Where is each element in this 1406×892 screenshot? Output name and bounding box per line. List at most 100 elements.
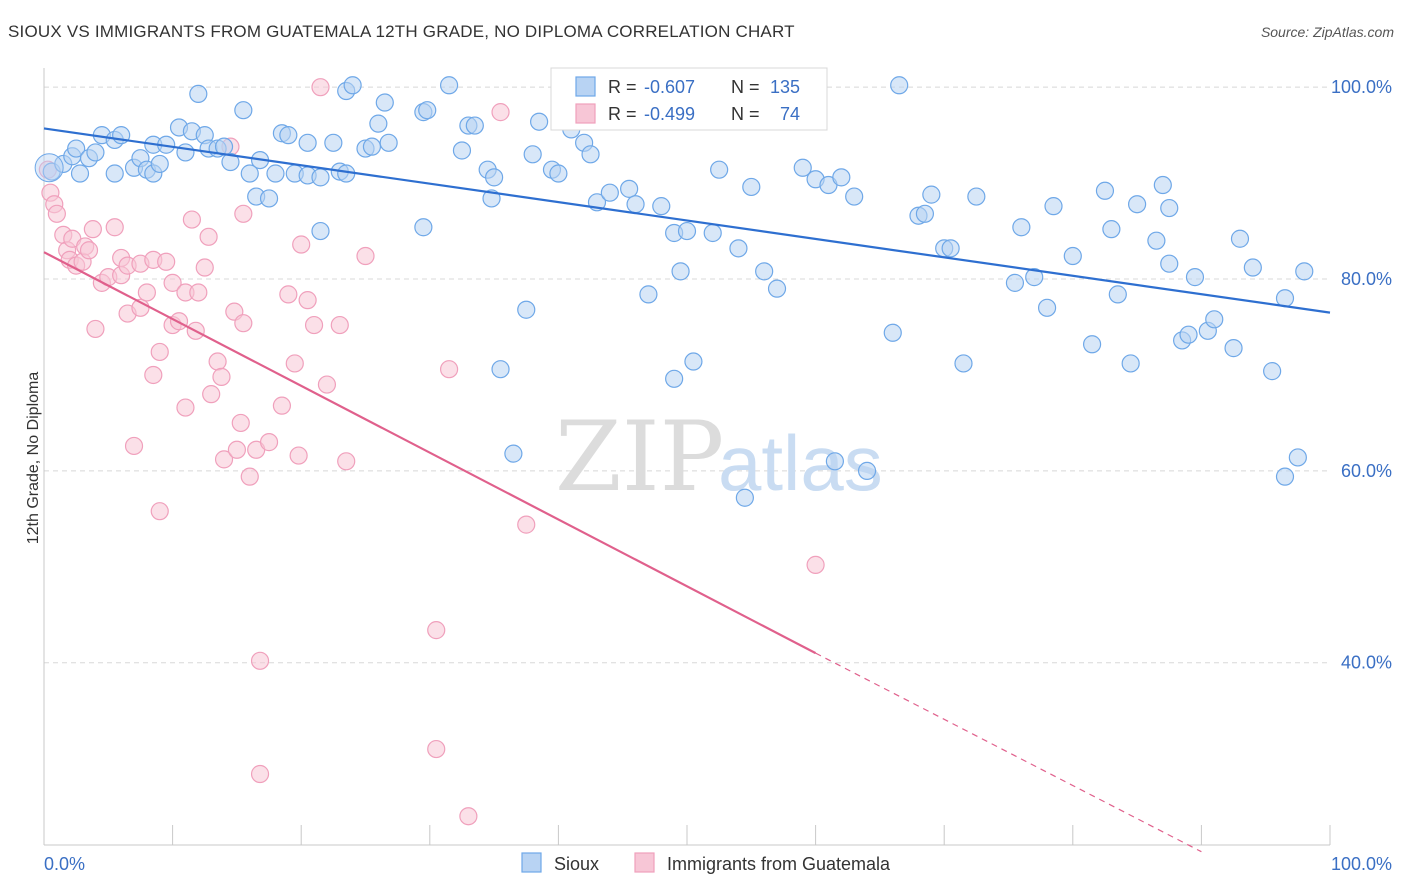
- series-legend-label-guatemala: Immigrants from Guatemala: [667, 854, 891, 874]
- sioux-point-86: [742, 177, 761, 197]
- sioux-point-112: [1095, 181, 1115, 200]
- sioux-point-38: [311, 221, 330, 241]
- guatemala-point-48: [234, 204, 253, 223]
- x-axis-ticks: [43, 825, 1331, 845]
- guatemala-trend-extension: [815, 652, 1202, 853]
- sioux-point-109: [1044, 197, 1063, 216]
- guatemala-point-3: [47, 204, 66, 223]
- sioux-point-132: [1288, 448, 1307, 467]
- sioux-point-40: [324, 133, 343, 152]
- sioux-point-89: [793, 158, 812, 177]
- sioux-point-123: [1185, 268, 1205, 287]
- sioux-point-47: [369, 114, 388, 133]
- sioux-point-117: [1147, 231, 1166, 250]
- guatemala-point-67: [427, 621, 446, 640]
- guatemala-point-37: [189, 283, 208, 302]
- sioux-point-129: [1263, 362, 1282, 381]
- guatemala-point-73: [806, 555, 825, 574]
- y-tick-label-100: 100.0%: [1331, 77, 1392, 97]
- sioux-point-113: [1102, 220, 1121, 239]
- y-tick-label-80: 80.0%: [1341, 269, 1392, 289]
- sioux-point-128: [1243, 258, 1262, 277]
- guatemala-point-65: [337, 452, 356, 471]
- guatemala-point-24: [137, 283, 156, 302]
- guatemala-point-42: [212, 367, 231, 386]
- sioux-point-119: [1160, 198, 1179, 218]
- sioux-point-72: [600, 183, 619, 202]
- sioux-point-52: [414, 218, 433, 237]
- sioux-point-53: [439, 76, 459, 95]
- guatemala-point-52: [250, 651, 270, 670]
- legend-swatch-guatemala: [575, 103, 596, 124]
- guatemala-point-54: [259, 433, 279, 452]
- series-legend-swatch-sioux: [521, 852, 542, 873]
- stats-legend-box: [550, 67, 828, 131]
- sioux-point-83: [710, 160, 729, 179]
- sioux-point-60: [491, 360, 510, 379]
- guatemala-point-70: [459, 807, 478, 826]
- guatemala-point-60: [298, 291, 317, 310]
- sioux-point-48: [375, 93, 394, 112]
- grid: [44, 86, 1330, 664]
- sioux-point-44: [343, 76, 362, 95]
- guatemala-point-21: [124, 436, 144, 456]
- guatemala-point-61: [304, 315, 324, 335]
- guatemala-point-63: [317, 375, 337, 394]
- guatemala-point-49: [234, 314, 253, 333]
- guatemala-point-72: [517, 515, 536, 534]
- sioux-point-81: [684, 352, 703, 371]
- sioux-point-34: [279, 126, 298, 145]
- sioux-point-110: [1063, 246, 1082, 266]
- sioux-point-66: [549, 164, 568, 183]
- sioux-point-93: [832, 168, 851, 187]
- y-axis-title: 12th Grade, No Diploma: [25, 372, 42, 545]
- sioux-point-74: [626, 195, 645, 214]
- sioux-point-130: [1275, 289, 1295, 308]
- y-tick-label-60: 60.0%: [1341, 461, 1392, 481]
- sioux-point-97: [890, 76, 909, 95]
- guatemala-point-55: [272, 396, 292, 415]
- sioux-point-28: [240, 164, 259, 183]
- legend-n-value-guatemala: 74: [780, 104, 800, 124]
- guatemala-point-50: [240, 467, 259, 486]
- guatemala-point-66: [356, 246, 375, 266]
- sioux-point-aggregate: [34, 153, 64, 183]
- sioux-point-102: [941, 239, 960, 258]
- guatemala-point-35: [182, 210, 201, 229]
- guatemala-point-57: [285, 354, 304, 373]
- sioux-point-64: [530, 112, 549, 131]
- sioux-point-104: [967, 187, 986, 206]
- sioux-point-19: [176, 143, 195, 162]
- sioux-point-69: [581, 145, 600, 164]
- sioux-point-84: [729, 239, 748, 258]
- sioux-point-108: [1037, 298, 1057, 317]
- x-tick-label-min: 0.0%: [44, 854, 85, 874]
- sioux-point-76: [652, 197, 671, 216]
- watermark-zip: ZIP: [555, 401, 724, 513]
- sioux-point-21: [189, 84, 208, 104]
- series-sioux-points: [34, 76, 1314, 507]
- guatemala-point-64: [330, 315, 349, 335]
- sioux-point-125: [1205, 310, 1224, 329]
- guatemala-trend-line: [43, 251, 817, 655]
- sioux-point-85: [735, 488, 754, 507]
- stats-legend: R = -0.607 N = 135 R = -0.499 N = 74: [550, 67, 828, 131]
- sioux-point-79: [671, 262, 690, 281]
- guatemala-point-12: [83, 220, 102, 239]
- guatemala-point-39: [199, 227, 218, 246]
- guatemala-point-46: [227, 440, 246, 459]
- sioux-point-51: [418, 101, 437, 120]
- sioux-point-62: [517, 300, 536, 319]
- guatemala-point-53: [250, 764, 270, 784]
- sioux-point-58: [485, 168, 504, 187]
- sioux-point-63: [523, 145, 542, 164]
- sioux-point-27: [234, 101, 253, 120]
- legend-n-label-guatemala: N =: [731, 104, 760, 124]
- sioux-point-92: [825, 452, 844, 471]
- sioux-point-56: [465, 116, 484, 135]
- sioux-point-96: [883, 323, 902, 342]
- guatemala-point-29: [157, 252, 176, 271]
- legend-r-label-sioux: R =: [608, 77, 637, 97]
- legend-r-value-sioux: -0.607: [644, 77, 695, 97]
